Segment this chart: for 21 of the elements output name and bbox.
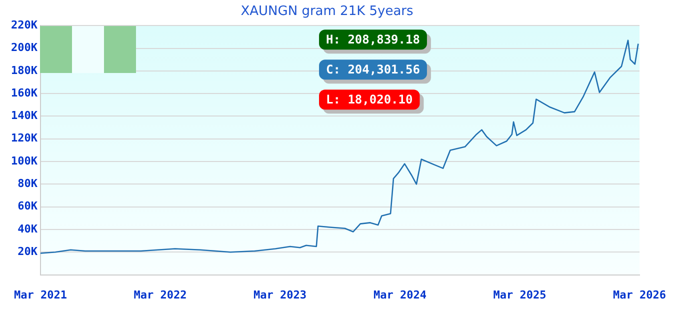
y-tick-label: 140K xyxy=(10,109,38,122)
x-tick-label: Mar 2025 xyxy=(493,288,546,302)
y-tick-label: 40K xyxy=(18,222,38,236)
y-tick-label: 220K xyxy=(10,18,38,32)
y-tick-label: 100K xyxy=(10,154,38,168)
x-tick-label: Mar 2023 xyxy=(253,288,306,302)
x-tick-label: Mar 2022 xyxy=(134,288,187,302)
y-tick-label: 160K xyxy=(10,86,38,100)
annotation: H: 208,839.18 xyxy=(326,32,420,47)
x-tick-label: Mar 2024 xyxy=(374,288,427,302)
x-tick-label: Mar 2021 xyxy=(14,288,68,302)
y-tick-label: 80K xyxy=(18,177,38,190)
y-tick-label: 200K xyxy=(10,41,38,54)
annotation: C: 204,301.56 xyxy=(326,62,420,77)
y-tick-label: 120K xyxy=(10,132,38,145)
chart-title: XAUNGN gram 21K 5years xyxy=(240,4,414,20)
y-tick-label: 20K xyxy=(18,245,38,258)
x-tick-label: Mar 2026 xyxy=(613,288,666,302)
y-tick-label: 60K xyxy=(18,200,38,213)
annotation: L: 18,020.10 xyxy=(326,92,413,107)
y-tick-label: 180K xyxy=(10,64,38,77)
